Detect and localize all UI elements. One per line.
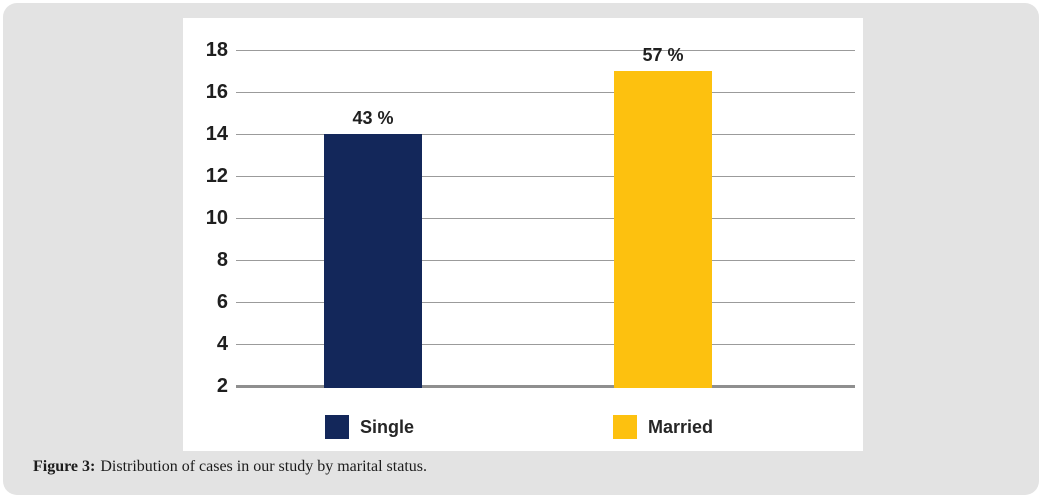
y-tick-label: 12 [205,165,228,187]
bar-value-label: 43 % [352,108,394,128]
bar-chart: 2 4 6 8 10 12 14 16 18 43 % 57 % [183,18,863,451]
y-tick-label: 14 [205,123,228,145]
gridline [236,50,855,51]
figure-caption-text: Distribution of cases in our study by ma… [100,458,427,475]
gridline [236,176,855,177]
gridline [236,302,855,303]
gridline [236,134,855,135]
gridline [236,260,855,261]
x-axis-line [236,385,855,388]
y-tick-label: 16 [205,81,228,103]
legend-label: Married [648,417,714,437]
legend-label: Single [360,417,415,437]
y-tick-label: 6 [216,291,228,313]
gridline [236,344,855,345]
figure-card: 2 4 6 8 10 12 14 16 18 43 % 57 % Single Married [3,3,1039,495]
gridline [236,92,855,93]
chart-panel: 2 4 6 8 10 12 14 16 18 43 % 57 % Single Married [183,18,863,451]
y-tick-label: 4 [216,333,228,355]
legend-swatch-icon [613,415,637,439]
y-tick-label: 10 [205,207,228,229]
bar-single [324,134,422,388]
y-tick-label: 8 [216,249,228,271]
figure-caption: Figure 3: Distribution of cases in our st… [33,457,427,477]
bar-value-label: 57 % [642,45,684,65]
bar-married [614,71,712,388]
y-tick-label: 18 [205,39,228,61]
legend-swatch-icon [325,415,349,439]
gridline [236,218,855,219]
y-tick-label: 2 [216,375,228,397]
figure-caption-label: Figure 3: [33,458,96,475]
